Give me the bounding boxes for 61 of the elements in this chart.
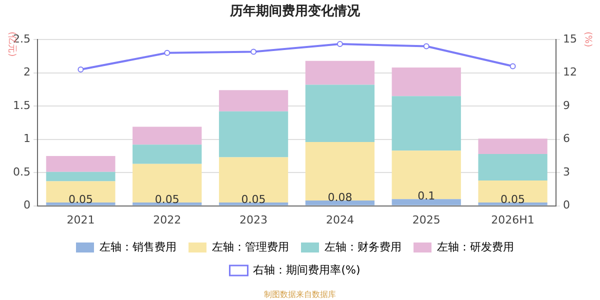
- bar: [132, 144, 202, 164]
- bar: [305, 200, 375, 206]
- legend-label: 左轴：销售费用: [100, 240, 176, 254]
- y-tick-label: 0: [23, 198, 30, 212]
- point: [510, 63, 516, 70]
- x-tick-label: 2021: [66, 213, 95, 226]
- y2-tick-label: 3: [563, 165, 570, 178]
- chart-title: 历年期间费用变化情况: [229, 3, 361, 20]
- x-tick-label: 2023: [240, 213, 268, 226]
- y2-tick-label: 6: [563, 132, 570, 146]
- x-tick-label: 2024: [326, 213, 354, 226]
- data-label: 0.08: [328, 190, 352, 204]
- bar: [478, 138, 548, 154]
- bar: [392, 68, 461, 96]
- point: [336, 41, 343, 48]
- point: [78, 66, 84, 73]
- y2-axis-title: (%): [582, 32, 593, 48]
- bar: [478, 154, 548, 181]
- bar: [305, 60, 375, 85]
- bar: [132, 164, 202, 202]
- point: [250, 48, 257, 55]
- x-tick-label: 2022: [153, 213, 182, 226]
- text: 制图数据来自数据库: [264, 290, 336, 300]
- x-tick-label: 2026H1: [491, 213, 534, 226]
- y2-tick-label: 12: [563, 66, 578, 79]
- bar: [132, 202, 202, 206]
- bar: [392, 96, 461, 151]
- point: [423, 43, 430, 50]
- bar: [46, 181, 116, 202]
- x-tick-label: 2025: [412, 213, 440, 226]
- bar: [46, 202, 116, 206]
- data-label: 0.05: [241, 192, 266, 206]
- bar: [392, 199, 461, 206]
- bar: [305, 84, 375, 142]
- bar: [218, 202, 288, 206]
- y2-tick-label: 9: [563, 98, 570, 112]
- bar: [46, 172, 116, 182]
- legend-label: 左轴：财务费用: [324, 240, 402, 254]
- y-tick-label: 2: [23, 66, 30, 79]
- bar: [218, 157, 288, 202]
- bar: [478, 202, 548, 206]
- data-label: 0.1: [418, 190, 436, 203]
- bar: [392, 150, 461, 200]
- data-label: 0.05: [68, 192, 93, 206]
- bar: [46, 156, 116, 172]
- point: [164, 50, 170, 56]
- legend-label: 左轴：管理费用: [212, 240, 289, 254]
- legend-label: 左轴：研发费用: [437, 240, 514, 254]
- y-tick-label: 1.5: [12, 98, 30, 112]
- y-tick-label: 1: [23, 132, 30, 146]
- bar: [218, 90, 288, 112]
- legend-label: 右轴：期间费用率(%): [253, 263, 360, 276]
- y-tick-label: 0.5: [12, 165, 30, 178]
- bar: [218, 111, 288, 158]
- bar: [132, 126, 202, 145]
- data-label: 0.05: [154, 192, 180, 206]
- y2-tick-label: 15: [563, 32, 578, 46]
- bar: [305, 142, 375, 200]
- data-label: 0.05: [500, 192, 526, 206]
- y2-tick-label: 0: [563, 198, 570, 212]
- bar: [478, 180, 548, 202]
